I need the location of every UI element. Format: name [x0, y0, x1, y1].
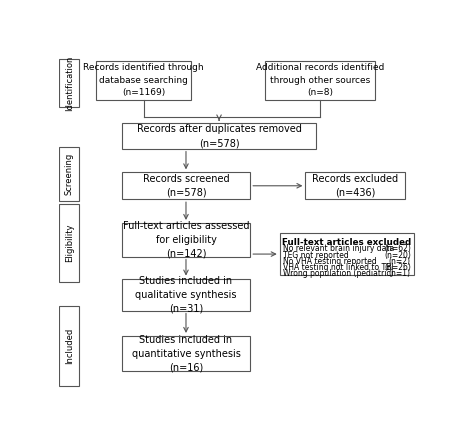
Bar — [122, 124, 316, 148]
Text: No VHA testing reported: No VHA testing reported — [283, 257, 376, 265]
Bar — [59, 147, 79, 201]
Bar — [122, 223, 250, 257]
Text: (n=26): (n=26) — [384, 263, 411, 272]
Bar — [59, 59, 79, 106]
Bar — [122, 336, 250, 371]
Text: TEG not reported: TEG not reported — [283, 251, 348, 260]
Text: Records after duplicates removed
(n=578): Records after duplicates removed (n=578) — [137, 124, 301, 148]
Text: Screening: Screening — [64, 153, 73, 195]
Bar — [122, 279, 250, 311]
Text: Wrong population (pediatric): Wrong population (pediatric) — [283, 269, 393, 278]
Text: Records excluded
(n=436): Records excluded (n=436) — [312, 174, 398, 198]
Bar — [122, 172, 250, 199]
Text: Studies included in
qualitative synthesis
(n=31): Studies included in qualitative synthesi… — [135, 276, 237, 314]
Text: Included: Included — [64, 328, 73, 364]
Text: (n=20): (n=20) — [384, 251, 411, 260]
Text: Records screened
(n=578): Records screened (n=578) — [143, 174, 229, 198]
Text: Eligibility: Eligibility — [64, 224, 73, 262]
Text: Studies included in
quantitative synthesis
(n=16): Studies included in quantitative synthes… — [132, 335, 240, 373]
Bar — [305, 172, 405, 199]
Text: (n=2): (n=2) — [389, 257, 411, 265]
Bar — [59, 204, 79, 282]
Text: Identification: Identification — [64, 55, 73, 111]
Text: (n=1): (n=1) — [389, 269, 411, 278]
Text: No relevant brain injury data: No relevant brain injury data — [283, 244, 394, 254]
Bar — [59, 306, 79, 386]
Bar — [280, 233, 414, 275]
Text: Full-text articles assessed
for eligibility
(n=142): Full-text articles assessed for eligibil… — [123, 221, 249, 259]
Text: (n=62): (n=62) — [384, 244, 411, 254]
Text: Records identified through
database searching
(n=1169): Records identified through database sear… — [83, 64, 204, 97]
Text: Additional records identified
through other sources
(n=8): Additional records identified through ot… — [256, 64, 384, 97]
Text: VHA testing not linked to TBI: VHA testing not linked to TBI — [283, 263, 393, 272]
Bar — [265, 61, 375, 100]
Bar — [96, 61, 191, 100]
Text: Full-text articles excluded: Full-text articles excluded — [282, 238, 411, 247]
